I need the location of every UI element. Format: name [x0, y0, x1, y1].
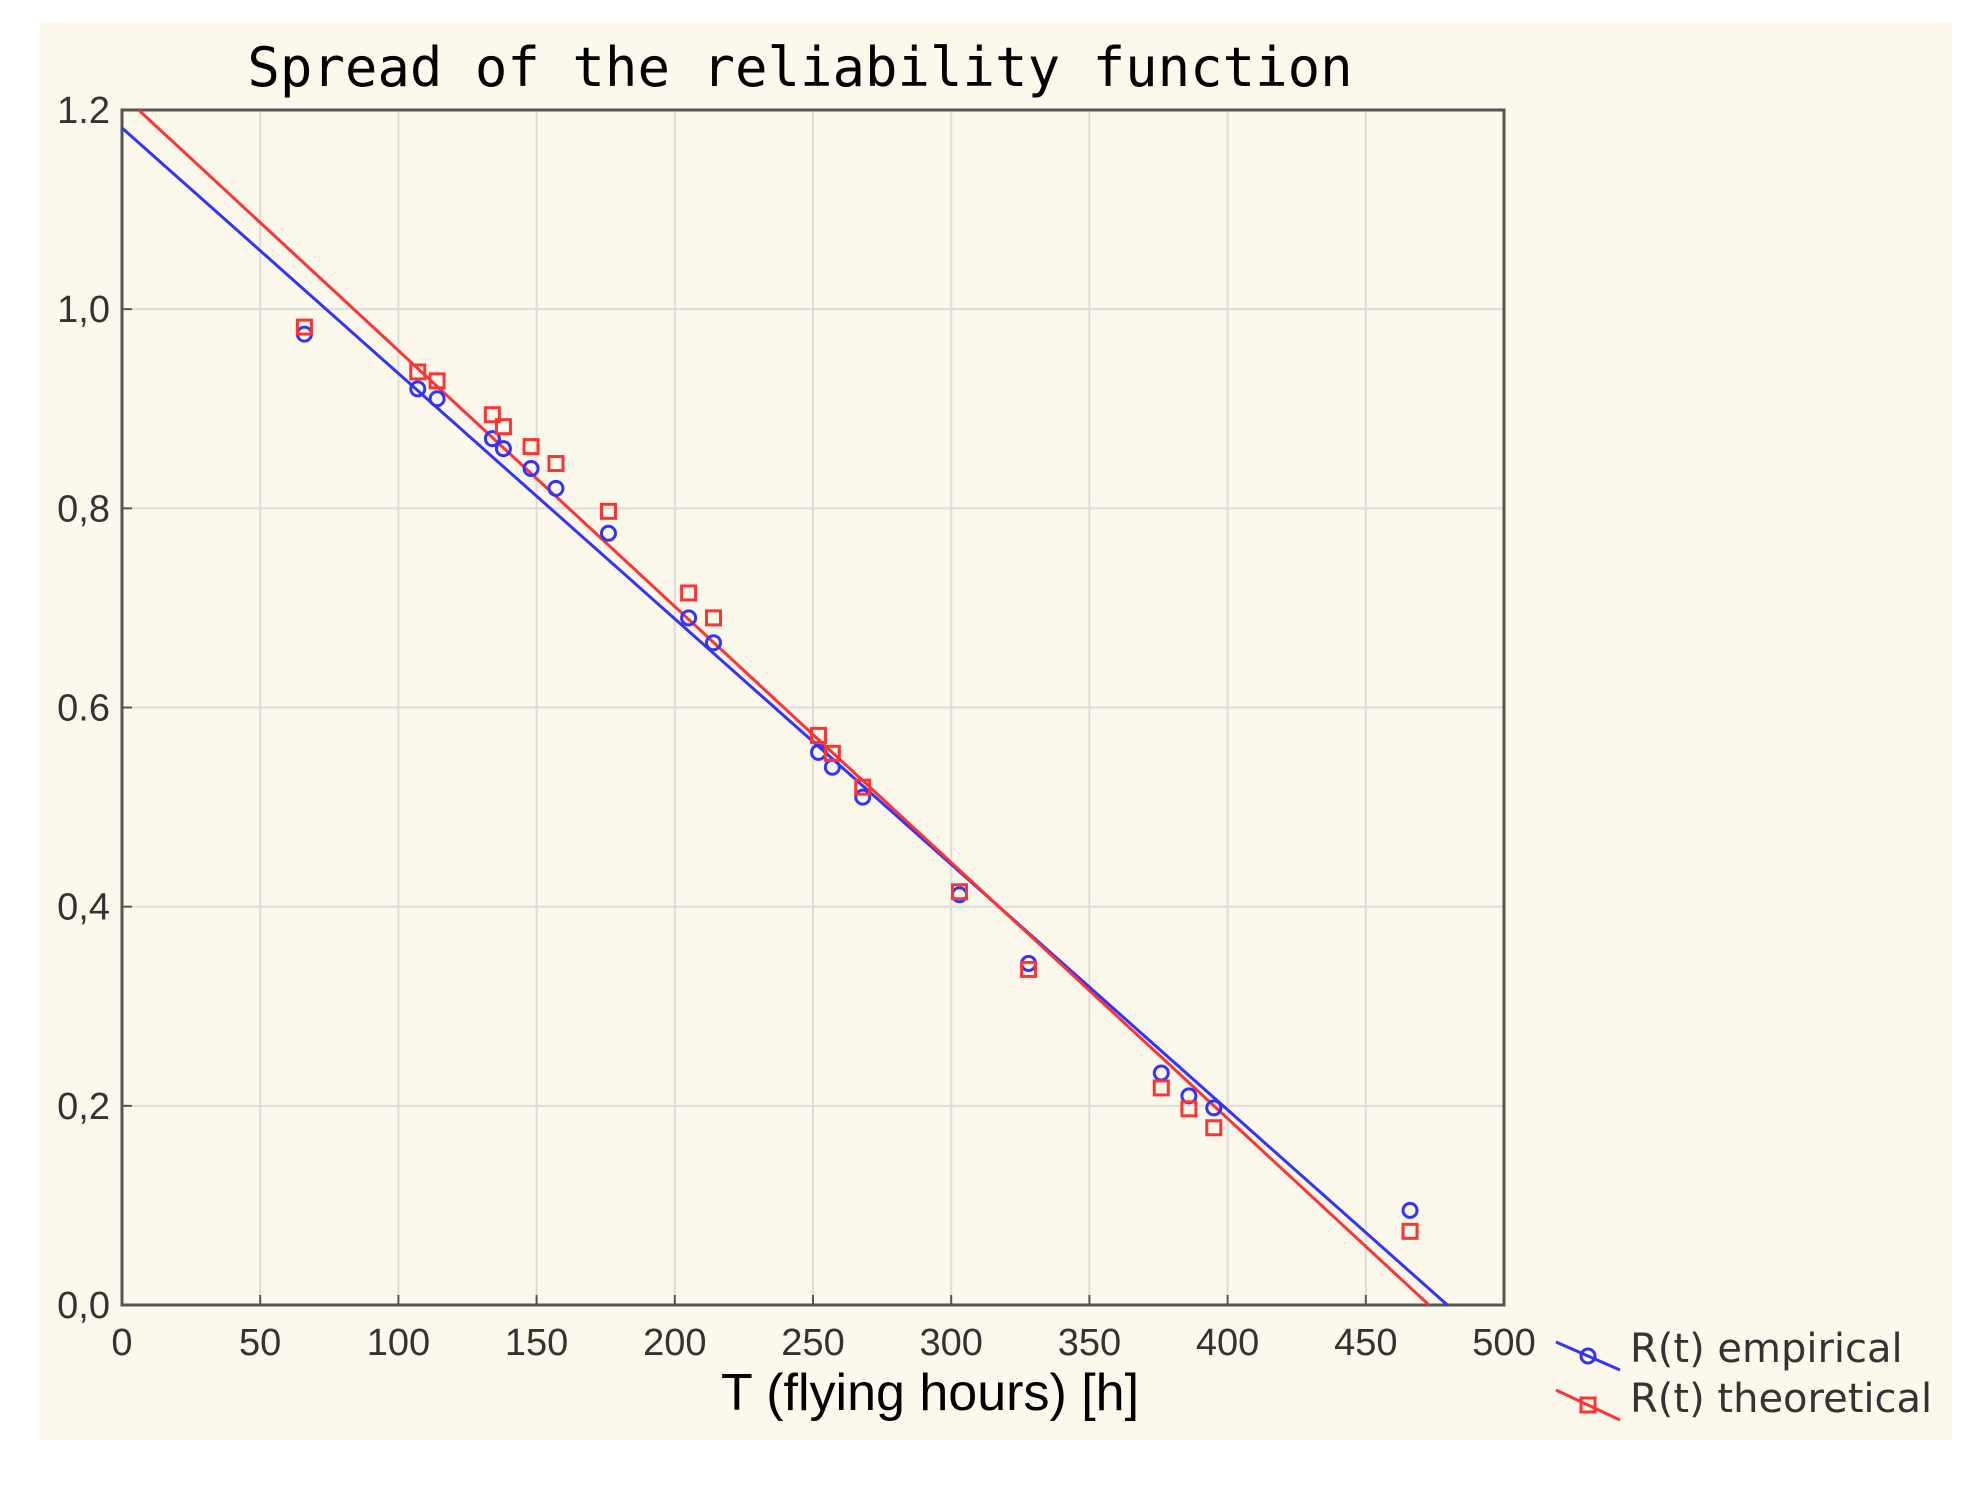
point-theoretical	[823, 744, 841, 762]
x-tick-label: 400	[1196, 1322, 1259, 1364]
fit-line-theoretical	[137, 108, 1431, 1307]
point-empirical	[428, 390, 446, 408]
point-empirical	[483, 430, 501, 448]
legend-theoretical-label: R(t) theoretical	[1630, 1376, 1932, 1422]
chart-figure: 0 50 100 150 200 250 300 350 400 450 500 0,0 0,2 0,4 0…	[40, 22, 1952, 1440]
x-tick-label: 150	[505, 1322, 568, 1364]
y-tick-label: 0,4	[57, 887, 110, 929]
y-tick-label: 0,8	[57, 488, 110, 530]
point-theoretical	[1020, 960, 1038, 978]
legend: R(t) empirical R(t) theoretical	[1555, 1326, 1932, 1422]
point-theoretical	[599, 502, 617, 520]
y-tick-label: 0.6	[57, 688, 110, 730]
point-empirical	[854, 788, 872, 806]
y-tick-label: 0,0	[57, 1285, 110, 1327]
x-axis-label: T (flying hours) [h]	[721, 1364, 1139, 1422]
legend-empirical-label: R(t) empirical	[1630, 1326, 1903, 1372]
point-theoretical	[428, 372, 446, 390]
x-tick-label: 450	[1334, 1322, 1397, 1364]
x-tick-label: 100	[367, 1322, 430, 1364]
point-empirical	[680, 609, 698, 627]
y-tick-label: 0,2	[57, 1086, 110, 1128]
point-theoretical	[1205, 1119, 1223, 1137]
data-markers	[295, 318, 1419, 1240]
point-theoretical	[483, 406, 501, 424]
legend-empirical-marker	[1579, 1347, 1597, 1365]
fit-line-empirical	[121, 126, 1449, 1307]
point-theoretical	[680, 584, 698, 602]
grid-lines	[121, 109, 1505, 1306]
point-empirical	[599, 524, 617, 542]
point-theoretical	[810, 726, 828, 744]
point-empirical	[409, 380, 427, 398]
point-theoretical	[547, 455, 565, 473]
x-tick-label: 350	[1058, 1322, 1121, 1364]
scatter-chart: 0 50 100 150 200 250 300 350 400 450 500 0,0 0,2 0,4 0…	[57, 36, 1932, 1422]
point-theoretical	[1401, 1222, 1419, 1240]
legend-empirical-line	[1555, 1340, 1621, 1372]
point-empirical	[1152, 1064, 1170, 1082]
point-empirical	[494, 440, 512, 458]
point-theoretical	[494, 418, 512, 436]
x-tick-label: 50	[239, 1322, 281, 1364]
point-theoretical	[409, 363, 427, 381]
point-theoretical	[295, 318, 313, 336]
point-empirical	[1401, 1201, 1419, 1219]
axis-ticks: 0 50 100 150 200 250 300 350 400 450 500 0,0 0,2 0,4 0…	[57, 90, 1536, 1364]
y-tick-label: 1.2	[57, 90, 110, 132]
x-tick-label: 250	[781, 1322, 844, 1364]
point-theoretical	[1152, 1079, 1170, 1097]
point-empirical	[547, 479, 565, 497]
point-theoretical	[522, 438, 540, 456]
point-empirical	[704, 634, 722, 652]
x-tick-label: 300	[919, 1322, 982, 1364]
x-tick-label: 0	[111, 1322, 132, 1364]
point-empirical	[522, 460, 540, 477]
point-empirical	[823, 758, 841, 776]
y-tick-label: 1,0	[57, 289, 110, 331]
point-theoretical	[854, 778, 872, 796]
point-theoretical	[704, 609, 722, 627]
fit-lines	[121, 108, 1449, 1307]
x-tick-label: 500	[1472, 1322, 1535, 1364]
legend-theoretical-marker	[1579, 1396, 1597, 1414]
legend-theoretical-line	[1555, 1388, 1621, 1422]
chart-title: Spread of the reliability function	[247, 36, 1352, 99]
point-theoretical	[1180, 1100, 1198, 1118]
point-empirical	[1205, 1099, 1223, 1117]
point-theoretical	[950, 883, 968, 901]
x-tick-label: 200	[643, 1322, 706, 1364]
